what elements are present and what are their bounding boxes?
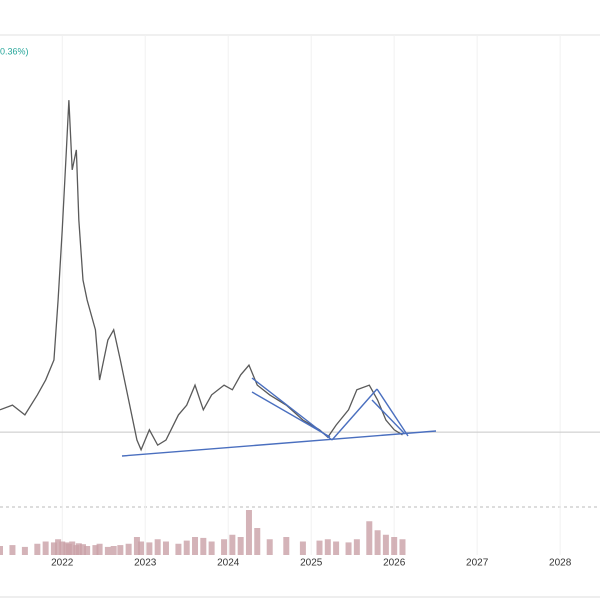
volume-bar: [324, 539, 331, 555]
marks: [0, 100, 406, 555]
volume-bar: [382, 534, 389, 555]
volume-bar: [34, 543, 41, 555]
volume-bar: [208, 541, 215, 555]
volume-bar: [79, 544, 86, 555]
channel-line: [251, 391, 331, 438]
price-line-series: [0, 100, 403, 452]
volume-bar: [254, 528, 261, 555]
channel-line: [331, 388, 378, 441]
volume-bar: [125, 543, 132, 555]
volume-bar: [221, 539, 228, 555]
grid: [0, 35, 600, 555]
volume-bar: [316, 540, 323, 555]
volume-bar: [117, 545, 124, 555]
volume-bar: [96, 543, 103, 555]
volume-bar: [229, 534, 236, 555]
volume-bar: [69, 541, 76, 555]
x-tick-label: 2028: [549, 558, 572, 569]
trendlines: [121, 377, 437, 457]
volume-bar: [391, 537, 398, 555]
volume-bar: [353, 539, 360, 555]
x-tick-label: 2022: [51, 558, 74, 569]
volume-bar: [138, 541, 145, 555]
volume-bar: [374, 530, 381, 555]
volume-bar: [175, 543, 182, 555]
volume-bar: [345, 542, 352, 555]
volume-bar: [42, 541, 49, 555]
legend-text: 0.36%): [0, 46, 29, 56]
volume-bar: [299, 541, 306, 555]
volume-bar: [9, 545, 16, 555]
volume-bar: [266, 539, 273, 555]
volume-bar: [366, 521, 373, 555]
volume-bar: [59, 541, 66, 555]
support-line: [121, 430, 437, 457]
x-tick-label: 2024: [217, 558, 240, 569]
volume-bar: [245, 510, 252, 555]
volume-bar: [75, 543, 82, 555]
x-tick-label: 2026: [383, 558, 406, 569]
volume-bar: [162, 541, 169, 555]
volume-bar: [333, 541, 340, 555]
channel-line: [376, 388, 409, 437]
volume-bar: [192, 537, 199, 555]
volume-bar: [200, 537, 207, 555]
volume-bar: [65, 543, 72, 555]
volume-bar: [110, 546, 117, 555]
volume-bar: [183, 540, 190, 555]
volume-bar: [0, 546, 3, 555]
x-tick-label: 2023: [134, 558, 157, 569]
volume-bar: [399, 539, 406, 555]
channel-line: [371, 399, 405, 434]
volume-bar: [55, 539, 62, 555]
volume-bar: [50, 542, 57, 555]
x-tick-label: 2027: [466, 558, 489, 569]
volume-bar: [21, 546, 28, 555]
volume-bar: [133, 537, 140, 555]
volume-bar: [237, 537, 244, 555]
volume-bar: [283, 537, 290, 555]
volume-bar: [104, 546, 111, 555]
volume-bar: [146, 542, 153, 555]
volume-bar: [92, 545, 99, 555]
volume-bar: [154, 539, 161, 555]
volume-bar: [84, 546, 91, 555]
x-tick-label: 2025: [300, 558, 323, 569]
